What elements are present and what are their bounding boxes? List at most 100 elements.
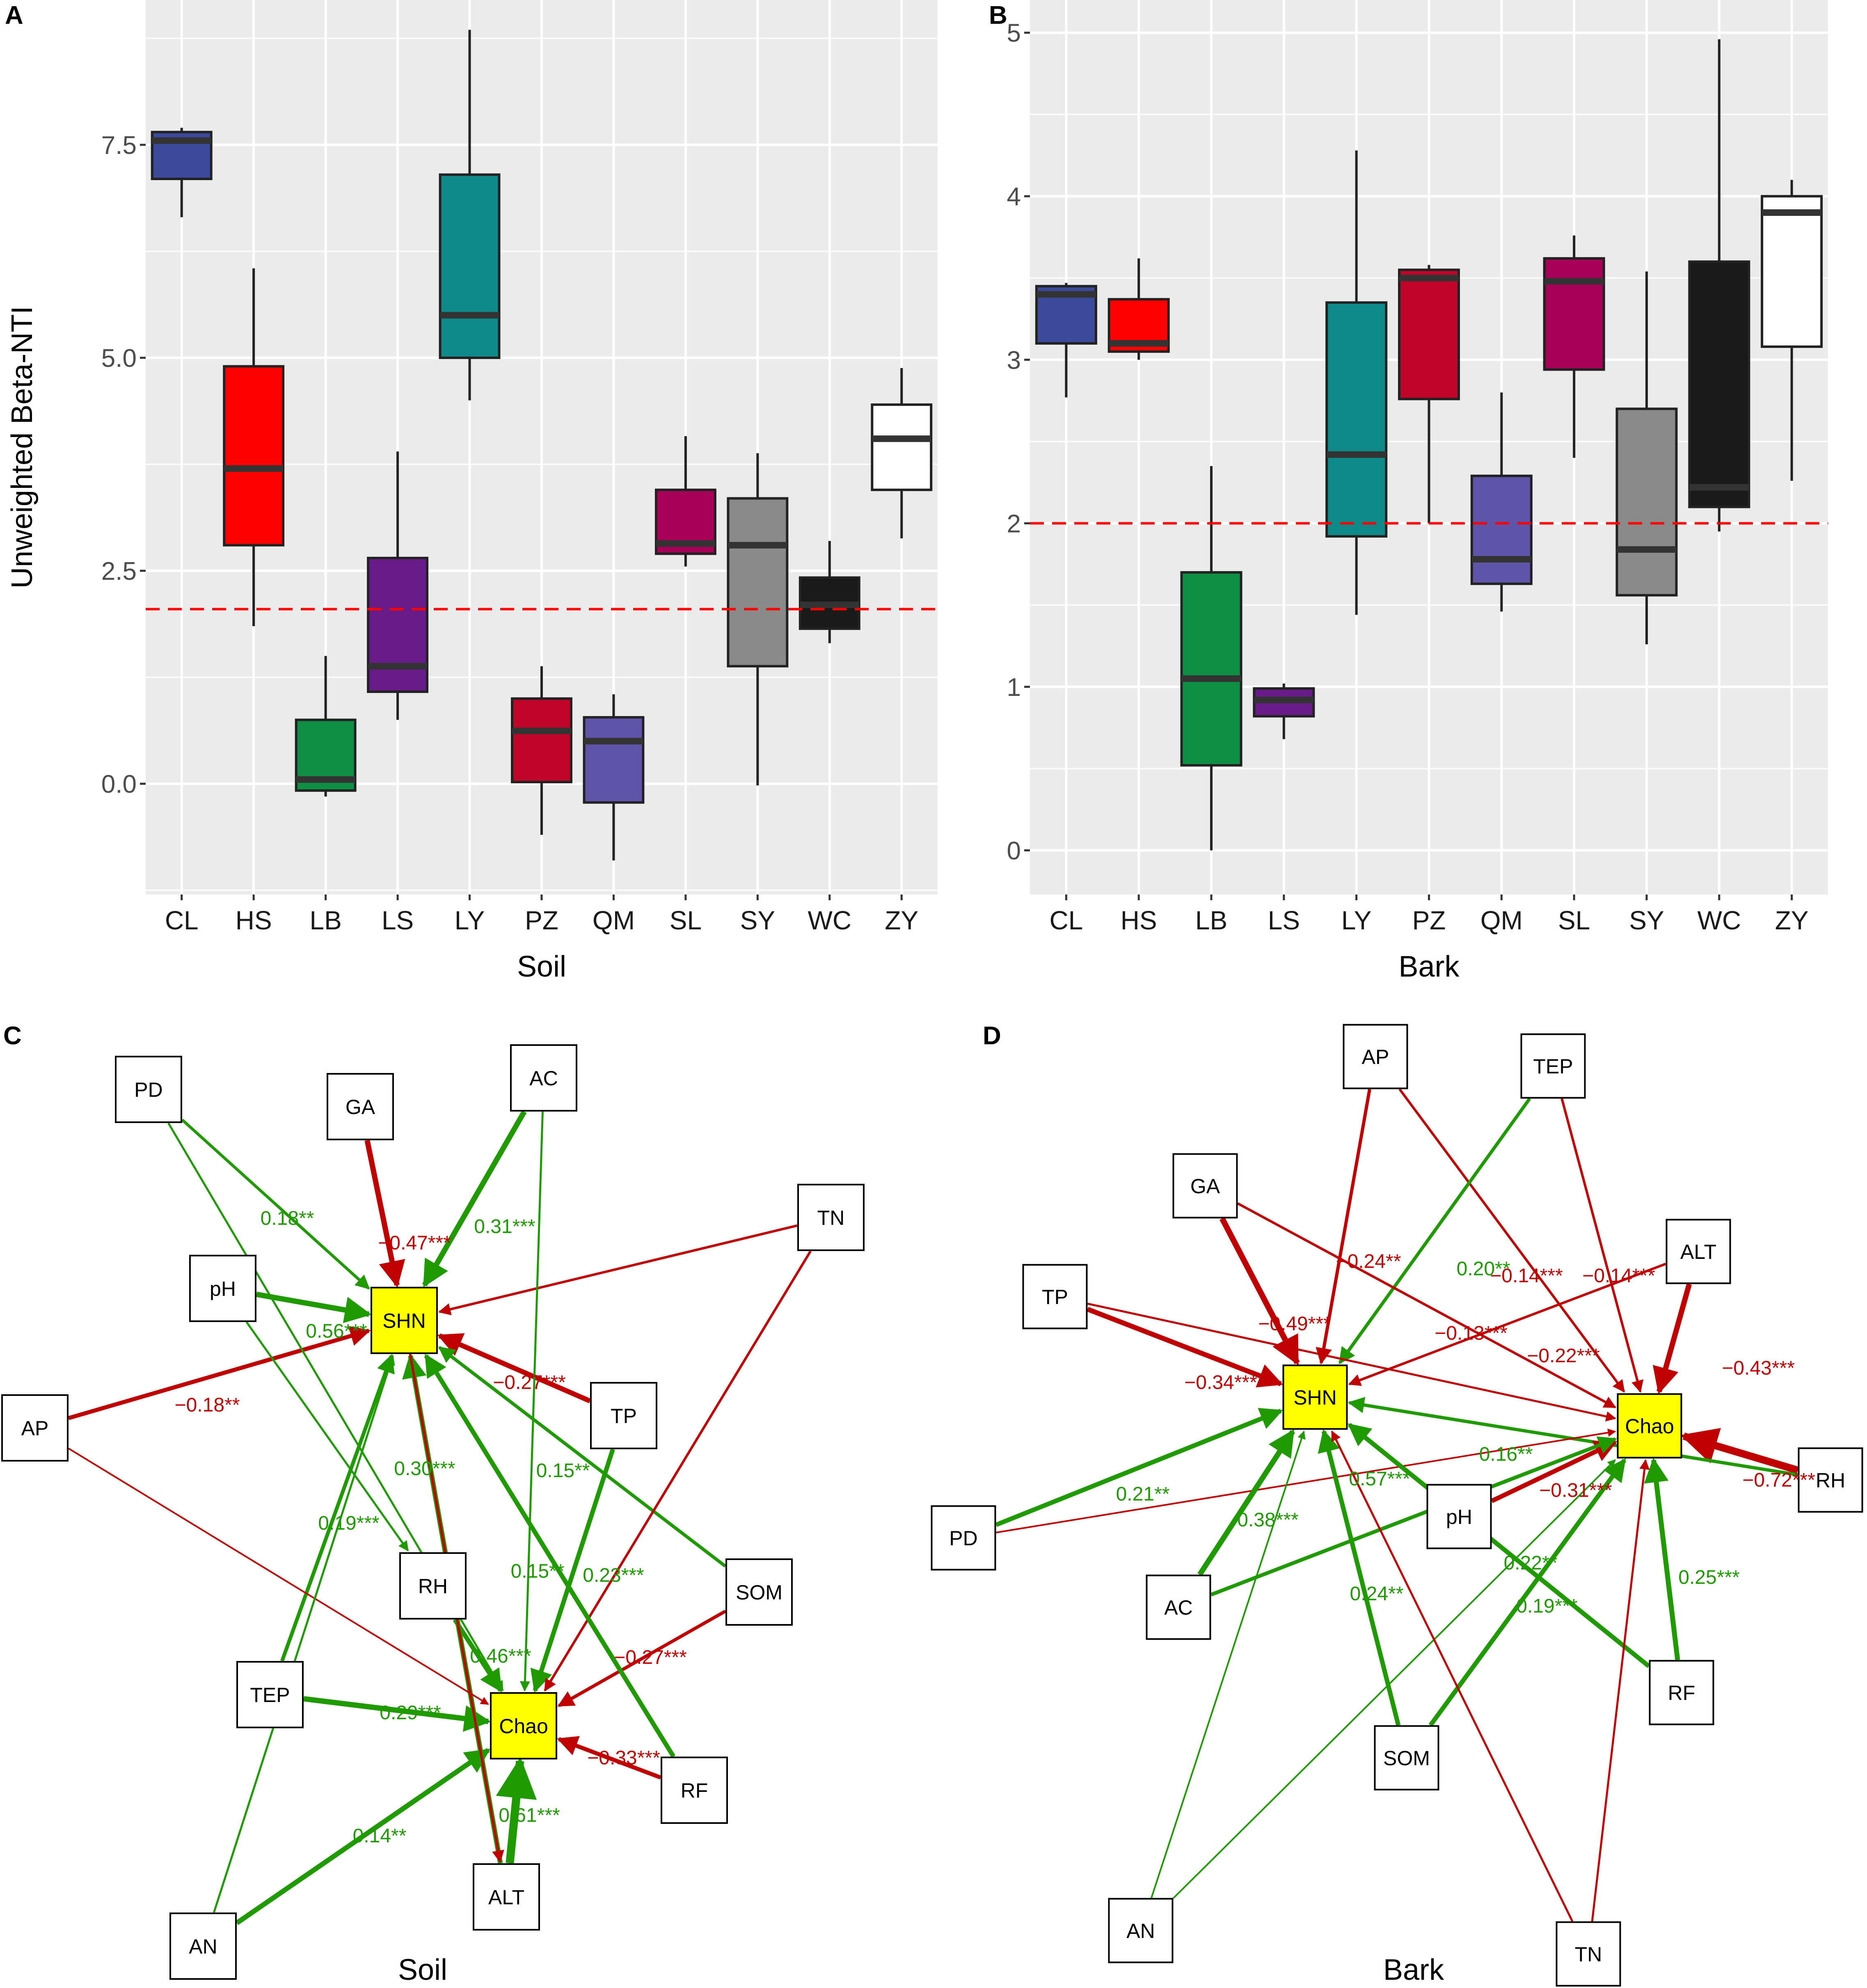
x-tick-label: WC — [1697, 906, 1741, 935]
node-label: AP — [1362, 1045, 1389, 1068]
edge-tp-to-chao — [1087, 1302, 1616, 1422]
node-label: AN — [1126, 1919, 1155, 1942]
node-label: PD — [949, 1527, 977, 1550]
network-title: Soil — [398, 1954, 447, 1986]
x-tick-label: SL — [1558, 906, 1590, 935]
y-tick-label: 1 — [1007, 673, 1021, 702]
edge-tp-to-shn — [437, 1333, 591, 1403]
node-label: pH — [1446, 1505, 1472, 1528]
node-box — [1426, 1484, 1492, 1549]
node-alt: ALT — [1666, 1219, 1731, 1284]
x-tick-label: LB — [1195, 906, 1227, 935]
edge-rf-to-chao — [557, 1736, 661, 1780]
nodes: PD GA AC TN pH SHN AP TP RH SOM TEP Chao RF AN ALT — [1, 1044, 865, 1980]
edge-ap-to-chao — [68, 1448, 489, 1705]
node-tp: TP — [590, 1382, 657, 1449]
node-box — [1649, 1660, 1714, 1725]
box-SY — [727, 453, 789, 786]
box-body — [1615, 407, 1678, 597]
edge-an-to-shn — [213, 1354, 395, 1913]
box-LY — [1325, 150, 1388, 615]
node-box — [236, 1661, 304, 1728]
box-HS — [223, 268, 285, 626]
node-label: PD — [134, 1078, 162, 1101]
edge-label: 0.15** — [536, 1460, 590, 1482]
node-ap: AP — [1343, 1024, 1408, 1089]
node-label: RF — [681, 1779, 708, 1802]
box-body — [1543, 257, 1605, 371]
edge-labels: −0.24**−0.14***0.20** −0.14***−0.49*** −0.… — [1116, 1251, 1815, 1617]
x-tick-label: ZY — [885, 906, 918, 935]
node-box — [725, 1558, 793, 1626]
edge-an-to-chao — [235, 1748, 490, 1925]
node-rf: RF — [1649, 1660, 1714, 1725]
x-tick-label: SL — [670, 906, 702, 935]
node-box — [1172, 1153, 1238, 1219]
node-box — [1666, 1219, 1731, 1284]
edge-label: 0.23*** — [583, 1565, 644, 1586]
node-label: SHN — [1293, 1386, 1337, 1409]
edge-tp-to-shn — [1087, 1307, 1284, 1388]
edge-ga-to-shn — [1219, 1217, 1300, 1366]
edge-ac-to-chao — [1210, 1436, 1617, 1597]
box-LY — [439, 30, 501, 400]
edge-label: 0.15** — [511, 1560, 565, 1582]
x-tick-label: ZY — [1775, 906, 1809, 935]
node-rh: RH — [1798, 1447, 1863, 1513]
node-label: pH — [210, 1277, 236, 1300]
edge-alt-to-chao — [1652, 1283, 1692, 1394]
node-box — [490, 1692, 557, 1759]
edge-label: 0.46*** — [470, 1645, 531, 1667]
node-box — [115, 1056, 182, 1123]
x-tick-label: LS — [1268, 906, 1300, 935]
edge-tep-to-shn — [1338, 1098, 1531, 1364]
edge-an-to-chao — [1173, 1459, 1616, 1899]
edge-label: −0.27*** — [614, 1647, 687, 1668]
node-shn: SHN — [371, 1287, 438, 1354]
node-ap: AP — [1, 1394, 69, 1462]
edge-label: 0.56*** — [306, 1320, 367, 1342]
node-box — [661, 1757, 728, 1824]
edge-an-to-shn — [1151, 1430, 1306, 1899]
edge-label: −0.27*** — [493, 1372, 566, 1393]
node-tn: TN — [1556, 1921, 1621, 1987]
edge-pd-to-shn — [995, 1408, 1283, 1527]
node-ph: pH — [189, 1255, 256, 1322]
edge-label: 0.21** — [1116, 1483, 1170, 1505]
box-body — [727, 497, 789, 668]
node-label: SHN — [382, 1309, 426, 1332]
edge-ap-to-shn — [68, 1326, 371, 1420]
node-box — [1556, 1921, 1621, 1987]
node-box — [1282, 1364, 1348, 1430]
y-tick-label: 2 — [1007, 510, 1021, 538]
node-label: AC — [529, 1067, 558, 1090]
x-tick-label: LY — [455, 906, 485, 935]
edge-label: 0.29*** — [380, 1702, 441, 1724]
node-box — [189, 1255, 256, 1322]
edge-label: 0.18** — [261, 1208, 314, 1229]
node-chao: Chao — [1617, 1393, 1682, 1459]
edge-label: 0.22** — [1504, 1552, 1558, 1574]
edge-ga-to-shn — [364, 1139, 405, 1288]
edge-label: 0.19*** — [318, 1512, 379, 1534]
edge-label: −0.72*** — [1742, 1469, 1815, 1491]
box-CL — [151, 128, 213, 217]
edge-ac-to-shn — [1197, 1429, 1295, 1576]
panel-a-boxplot: 0.0 2.5 5.0 7.5 CL HS LB LS LY PZ QM SL SY WC ZY Soil Un… — [5, 0, 938, 983]
node-box — [1798, 1447, 1863, 1513]
node-label: GA — [345, 1096, 375, 1119]
node-label: Chao — [499, 1715, 548, 1738]
x-tick-label: LB — [309, 906, 341, 935]
panel-c-network: PD GA AC TN pH SHN AP TP RH SOM TEP Chao RF AN ALT 0.18… — [1, 1022, 865, 1986]
node-tep: TEP — [1520, 1033, 1586, 1099]
edge-label: −0.34*** — [1184, 1372, 1257, 1393]
node-label: GA — [1190, 1175, 1220, 1198]
node-label: TEP — [1533, 1055, 1573, 1078]
x-tick-label: CL — [1050, 906, 1083, 935]
node-ac: AC — [510, 1044, 577, 1112]
box-LB — [1180, 466, 1242, 851]
edge-label: −0.47*** — [378, 1232, 451, 1254]
y-tick-label: 5 — [1007, 19, 1021, 48]
node-box — [1374, 1725, 1439, 1791]
edge-label: 0.16** — [1479, 1444, 1533, 1465]
